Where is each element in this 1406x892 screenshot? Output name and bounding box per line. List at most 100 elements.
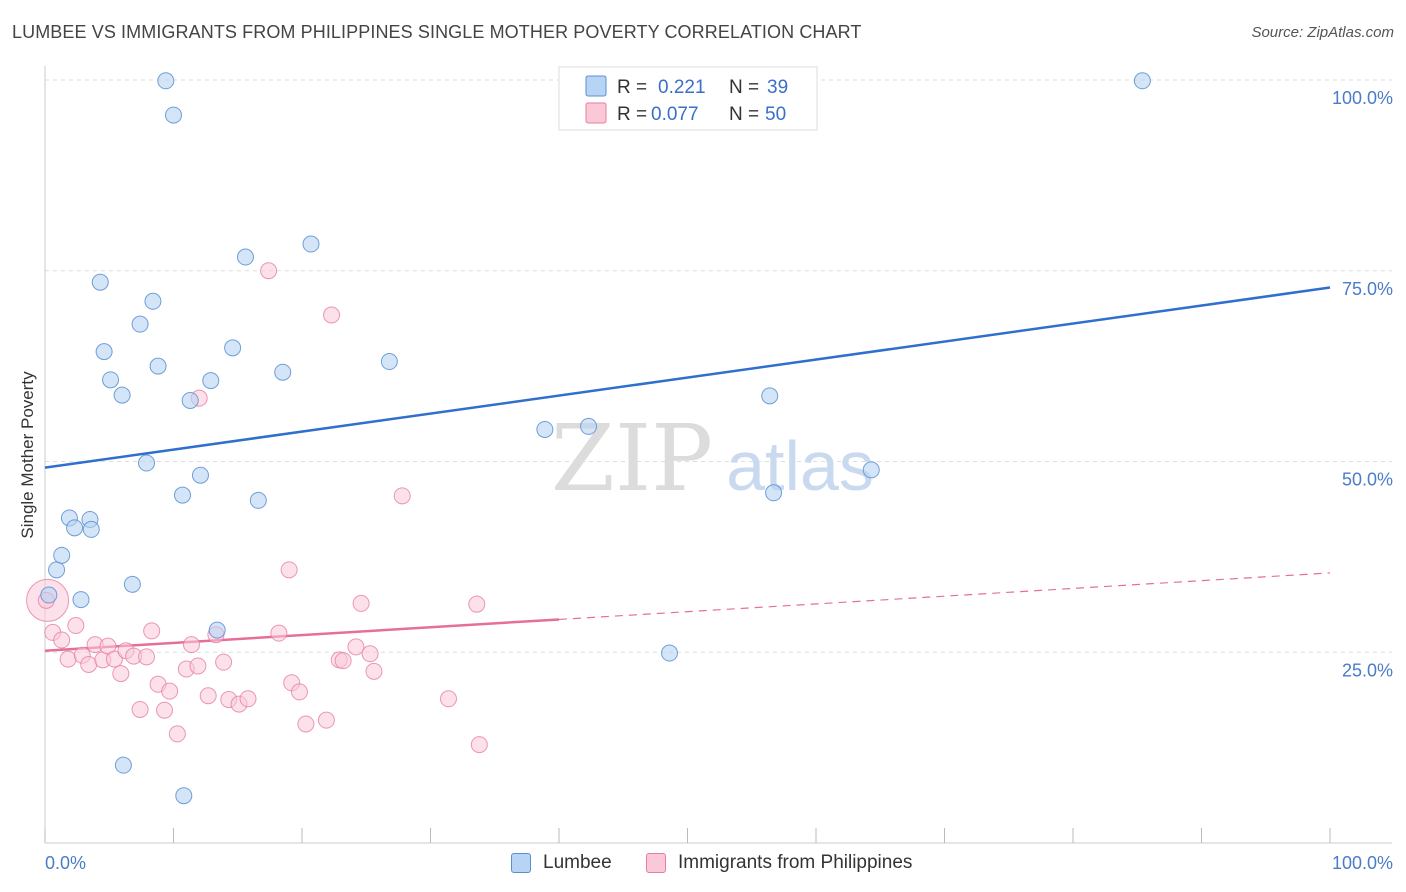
data-point-philippines bbox=[215, 653, 233, 671]
watermark-atlas: atlas bbox=[726, 427, 874, 505]
data-point-lumbee bbox=[91, 273, 109, 291]
data-point-lumbee bbox=[224, 339, 242, 357]
data-point-lumbee bbox=[95, 343, 113, 361]
y-tick-label: 50.0% bbox=[1342, 470, 1393, 490]
data-point-lumbee bbox=[102, 371, 120, 389]
points-lumbee bbox=[40, 72, 1151, 805]
data-point-philippines bbox=[156, 701, 174, 719]
y-tick-label: 100.0% bbox=[1332, 88, 1393, 108]
data-point-philippines bbox=[138, 648, 156, 666]
y-tick-label: 75.0% bbox=[1342, 279, 1393, 299]
data-point-philippines bbox=[347, 638, 365, 656]
data-point-philippines bbox=[131, 700, 149, 718]
data-point-philippines bbox=[317, 711, 335, 729]
legend-top: R = 0.221 N = 39 R = 0.077 N = 50 bbox=[558, 66, 818, 131]
data-point-philippines bbox=[439, 690, 457, 708]
data-point-philippines bbox=[112, 665, 130, 683]
legend-r-label-1: R = bbox=[617, 77, 647, 98]
legend-n-label-2: N = bbox=[729, 104, 759, 125]
data-point-philippines bbox=[323, 306, 341, 324]
legend-label-lumbee: Lumbee bbox=[543, 852, 612, 873]
data-point-philippines bbox=[365, 662, 383, 680]
data-point-philippines bbox=[260, 262, 278, 280]
data-point-philippines bbox=[290, 683, 308, 701]
data-point-philippines bbox=[189, 657, 207, 675]
data-point-philippines bbox=[168, 725, 186, 743]
data-point-lumbee bbox=[48, 561, 66, 579]
legend-r-value-2: 0.077 bbox=[651, 104, 699, 125]
data-point-lumbee bbox=[249, 491, 267, 509]
legend-label-philippines: Immigrants from Philippines bbox=[678, 852, 913, 873]
data-point-lumbee bbox=[53, 546, 71, 564]
data-point-lumbee bbox=[302, 235, 320, 253]
legend-swatch-philippines bbox=[585, 102, 607, 124]
legend-swatch-lumbee bbox=[585, 75, 607, 97]
data-point-lumbee bbox=[202, 372, 220, 390]
data-point-philippines bbox=[361, 645, 379, 663]
data-point-philippines bbox=[297, 715, 315, 733]
data-point-philippines bbox=[67, 617, 85, 635]
y-axis-label: Single Mother Poverty bbox=[18, 371, 37, 539]
data-point-philippines bbox=[393, 487, 411, 505]
data-point-philippines bbox=[143, 622, 161, 640]
data-point-lumbee bbox=[862, 461, 880, 479]
legend-swatch-lumbee bbox=[511, 853, 531, 873]
legend-n-value-1: 39 bbox=[767, 77, 788, 98]
x-tick-labels: 0.0% 100.0% bbox=[45, 853, 1393, 873]
data-point-philippines bbox=[468, 595, 486, 613]
data-point-lumbee bbox=[181, 391, 199, 409]
trend-line bbox=[44, 286, 1331, 469]
data-point-lumbee bbox=[1133, 72, 1151, 90]
data-point-lumbee bbox=[149, 357, 167, 375]
legend-n-value-2: 50 bbox=[765, 104, 786, 125]
data-point-lumbee bbox=[123, 575, 141, 593]
legend-item-philippines: Immigrants from Philippines bbox=[646, 852, 912, 874]
watermark-zip: ZIP bbox=[551, 405, 713, 512]
data-point-philippines bbox=[334, 652, 352, 670]
data-point-lumbee bbox=[72, 591, 90, 609]
data-point-lumbee bbox=[82, 520, 100, 538]
data-point-philippines bbox=[182, 636, 200, 654]
data-point-lumbee bbox=[208, 621, 226, 639]
data-point-philippines bbox=[270, 624, 288, 642]
data-point-philippines bbox=[352, 594, 370, 612]
data-point-lumbee bbox=[66, 519, 84, 537]
data-point-lumbee bbox=[113, 386, 131, 404]
data-point-lumbee bbox=[165, 106, 182, 124]
data-point-lumbee bbox=[173, 486, 191, 504]
data-point-lumbee bbox=[40, 586, 58, 604]
data-point-lumbee bbox=[138, 454, 156, 472]
data-point-lumbee bbox=[536, 420, 554, 438]
data-point-philippines bbox=[53, 631, 71, 649]
data-point-philippines bbox=[470, 736, 488, 754]
data-point-lumbee bbox=[175, 787, 193, 805]
legend-swatch-philippines bbox=[646, 853, 666, 873]
data-point-philippines bbox=[105, 650, 123, 668]
grid-lines bbox=[45, 79, 1392, 653]
legend-n-label-1: N = bbox=[729, 77, 759, 98]
data-point-lumbee bbox=[580, 417, 598, 435]
data-point-lumbee bbox=[131, 315, 149, 333]
legend-bottom: Lumbee Immigrants from Philippines bbox=[0, 852, 1406, 878]
data-point-philippines bbox=[161, 682, 179, 700]
data-point-lumbee bbox=[191, 466, 209, 484]
legend-item-lumbee: Lumbee bbox=[511, 852, 612, 874]
y-tick-label: 25.0% bbox=[1342, 660, 1393, 680]
data-point-philippines bbox=[199, 687, 217, 705]
chart-title: LUMBEE VS IMMIGRANTS FROM PHILIPPINES SI… bbox=[12, 22, 862, 42]
axes bbox=[44, 66, 1392, 844]
trend-line bbox=[558, 572, 1331, 621]
data-point-lumbee bbox=[157, 72, 175, 90]
data-point-philippines bbox=[80, 655, 98, 673]
y-tick-labels: 25.0% 50.0% 75.0% 100.0% bbox=[1332, 88, 1393, 680]
data-point-lumbee bbox=[274, 363, 292, 381]
x-tick-label: 100.0% bbox=[1332, 853, 1393, 873]
data-point-lumbee bbox=[380, 353, 398, 371]
data-point-philippines bbox=[59, 650, 77, 668]
legend-r-value-1: 0.221 bbox=[658, 77, 706, 98]
data-point-philippines bbox=[280, 561, 298, 579]
data-point-lumbee bbox=[236, 248, 254, 266]
source-label: Source: ZipAtlas.com bbox=[1251, 24, 1394, 41]
data-point-philippines bbox=[239, 690, 257, 708]
